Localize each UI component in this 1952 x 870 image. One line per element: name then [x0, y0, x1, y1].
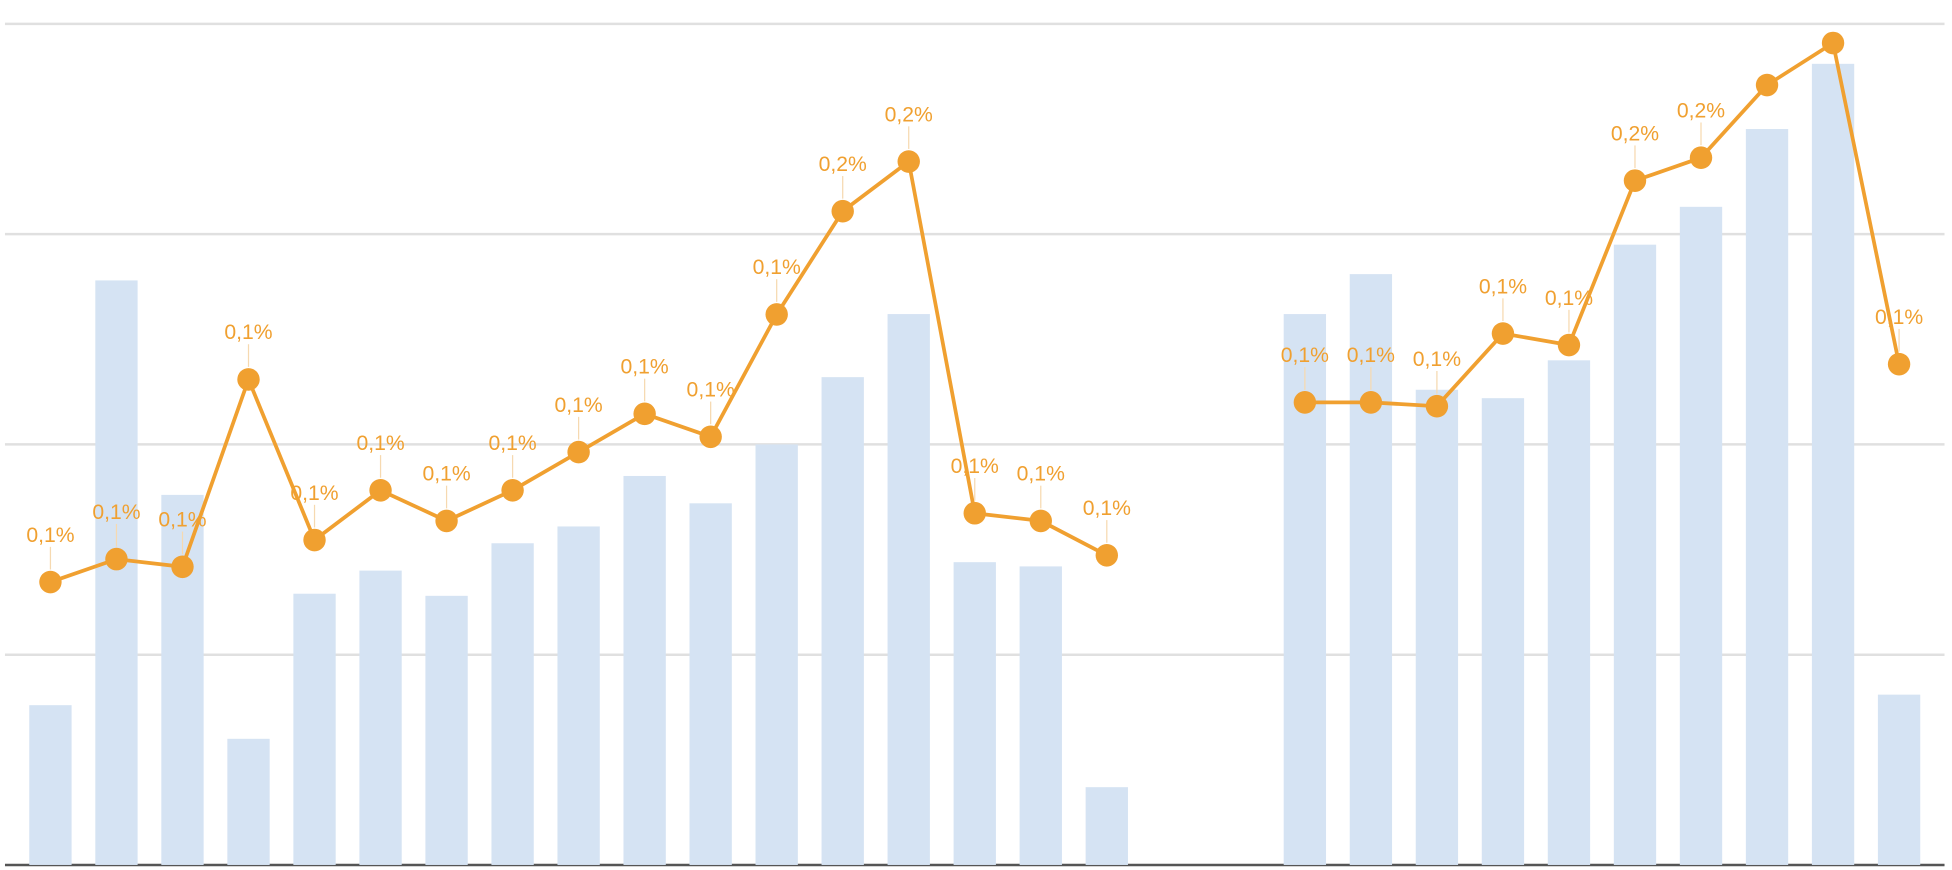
- line-point: [1029, 509, 1052, 533]
- line: [1304, 39, 1901, 409]
- bar: [1085, 787, 1128, 865]
- data-label: 0,1%: [488, 431, 536, 455]
- bar: [1481, 398, 1525, 865]
- bar: [689, 503, 732, 865]
- bar: [1679, 206, 1723, 865]
- data-label: 0,1%: [92, 500, 140, 524]
- data-label: 0,1%: [290, 481, 338, 505]
- bar: [491, 543, 534, 865]
- bar: [359, 570, 402, 865]
- data-label: 0,1%: [224, 320, 272, 344]
- data-label: 0,1%: [1479, 274, 1527, 298]
- bar: [425, 595, 468, 865]
- bar: [293, 593, 336, 865]
- data-label: 0,1%: [1347, 343, 1395, 367]
- data-label: 0,1%: [422, 462, 470, 486]
- bar: [623, 475, 666, 865]
- line-point: [171, 555, 194, 579]
- data-label: 0,1%: [158, 507, 206, 531]
- bar: [821, 377, 864, 865]
- data-label: 0,1%: [753, 255, 801, 279]
- line-point: [831, 199, 854, 223]
- data-label: 0,2%: [819, 152, 867, 176]
- data-label: 0,1%: [1281, 343, 1329, 367]
- line-point: [897, 150, 920, 173]
- line-point: [1359, 391, 1383, 414]
- data-label: 0,1%: [555, 393, 603, 417]
- line-point: [1557, 333, 1581, 357]
- line-point: [1755, 73, 1779, 97]
- line-point: [501, 478, 524, 502]
- data-label: 0,1%: [1017, 462, 1065, 486]
- bar: [95, 280, 138, 865]
- bar: [227, 738, 270, 865]
- line-point: [1821, 31, 1845, 55]
- line-point: [1425, 394, 1449, 418]
- data-label: 0,2%: [885, 102, 933, 126]
- line-point: [1887, 352, 1911, 376]
- bar: [887, 314, 930, 865]
- bar: [755, 444, 798, 865]
- line: [49, 158, 1108, 584]
- line-point: [1623, 169, 1647, 192]
- line-point: [699, 425, 722, 449]
- bar: [1019, 566, 1062, 865]
- line-point: [1491, 322, 1515, 345]
- line-point: [39, 570, 62, 594]
- line-point: [567, 440, 590, 464]
- line-point: [1689, 146, 1713, 170]
- line-point: [1293, 391, 1317, 414]
- bar: [953, 562, 996, 865]
- line-point: [303, 528, 326, 552]
- bar: [1613, 244, 1657, 865]
- bar: [29, 705, 72, 865]
- line-point: [1095, 543, 1119, 567]
- line-point: [963, 501, 986, 525]
- data-label: 0,1%: [356, 431, 404, 455]
- data-label: 0,1%: [1083, 496, 1131, 520]
- data-label: 0,1%: [1413, 347, 1461, 371]
- line-point: [105, 547, 128, 571]
- bar: [1547, 360, 1591, 865]
- line-point: [765, 303, 788, 326]
- line-point: [633, 402, 656, 426]
- data-label: 0,1%: [1545, 286, 1593, 310]
- data-label: 0,2%: [1677, 98, 1725, 122]
- bar: [557, 526, 600, 865]
- bar: [1415, 389, 1459, 865]
- bar: [1877, 694, 1921, 865]
- line-point: [435, 509, 458, 533]
- data-label: 0,1%: [951, 454, 999, 478]
- bar: [1811, 63, 1855, 865]
- data-label: 0,1%: [26, 523, 74, 547]
- line-point: [369, 478, 392, 502]
- data-label: 0,1%: [687, 377, 735, 401]
- data-label: 0,2%: [1611, 121, 1659, 145]
- line-point: [237, 368, 260, 391]
- data-label: 0,1%: [621, 355, 669, 379]
- bar: [1745, 129, 1789, 865]
- data-label: 0,1%: [1875, 305, 1923, 329]
